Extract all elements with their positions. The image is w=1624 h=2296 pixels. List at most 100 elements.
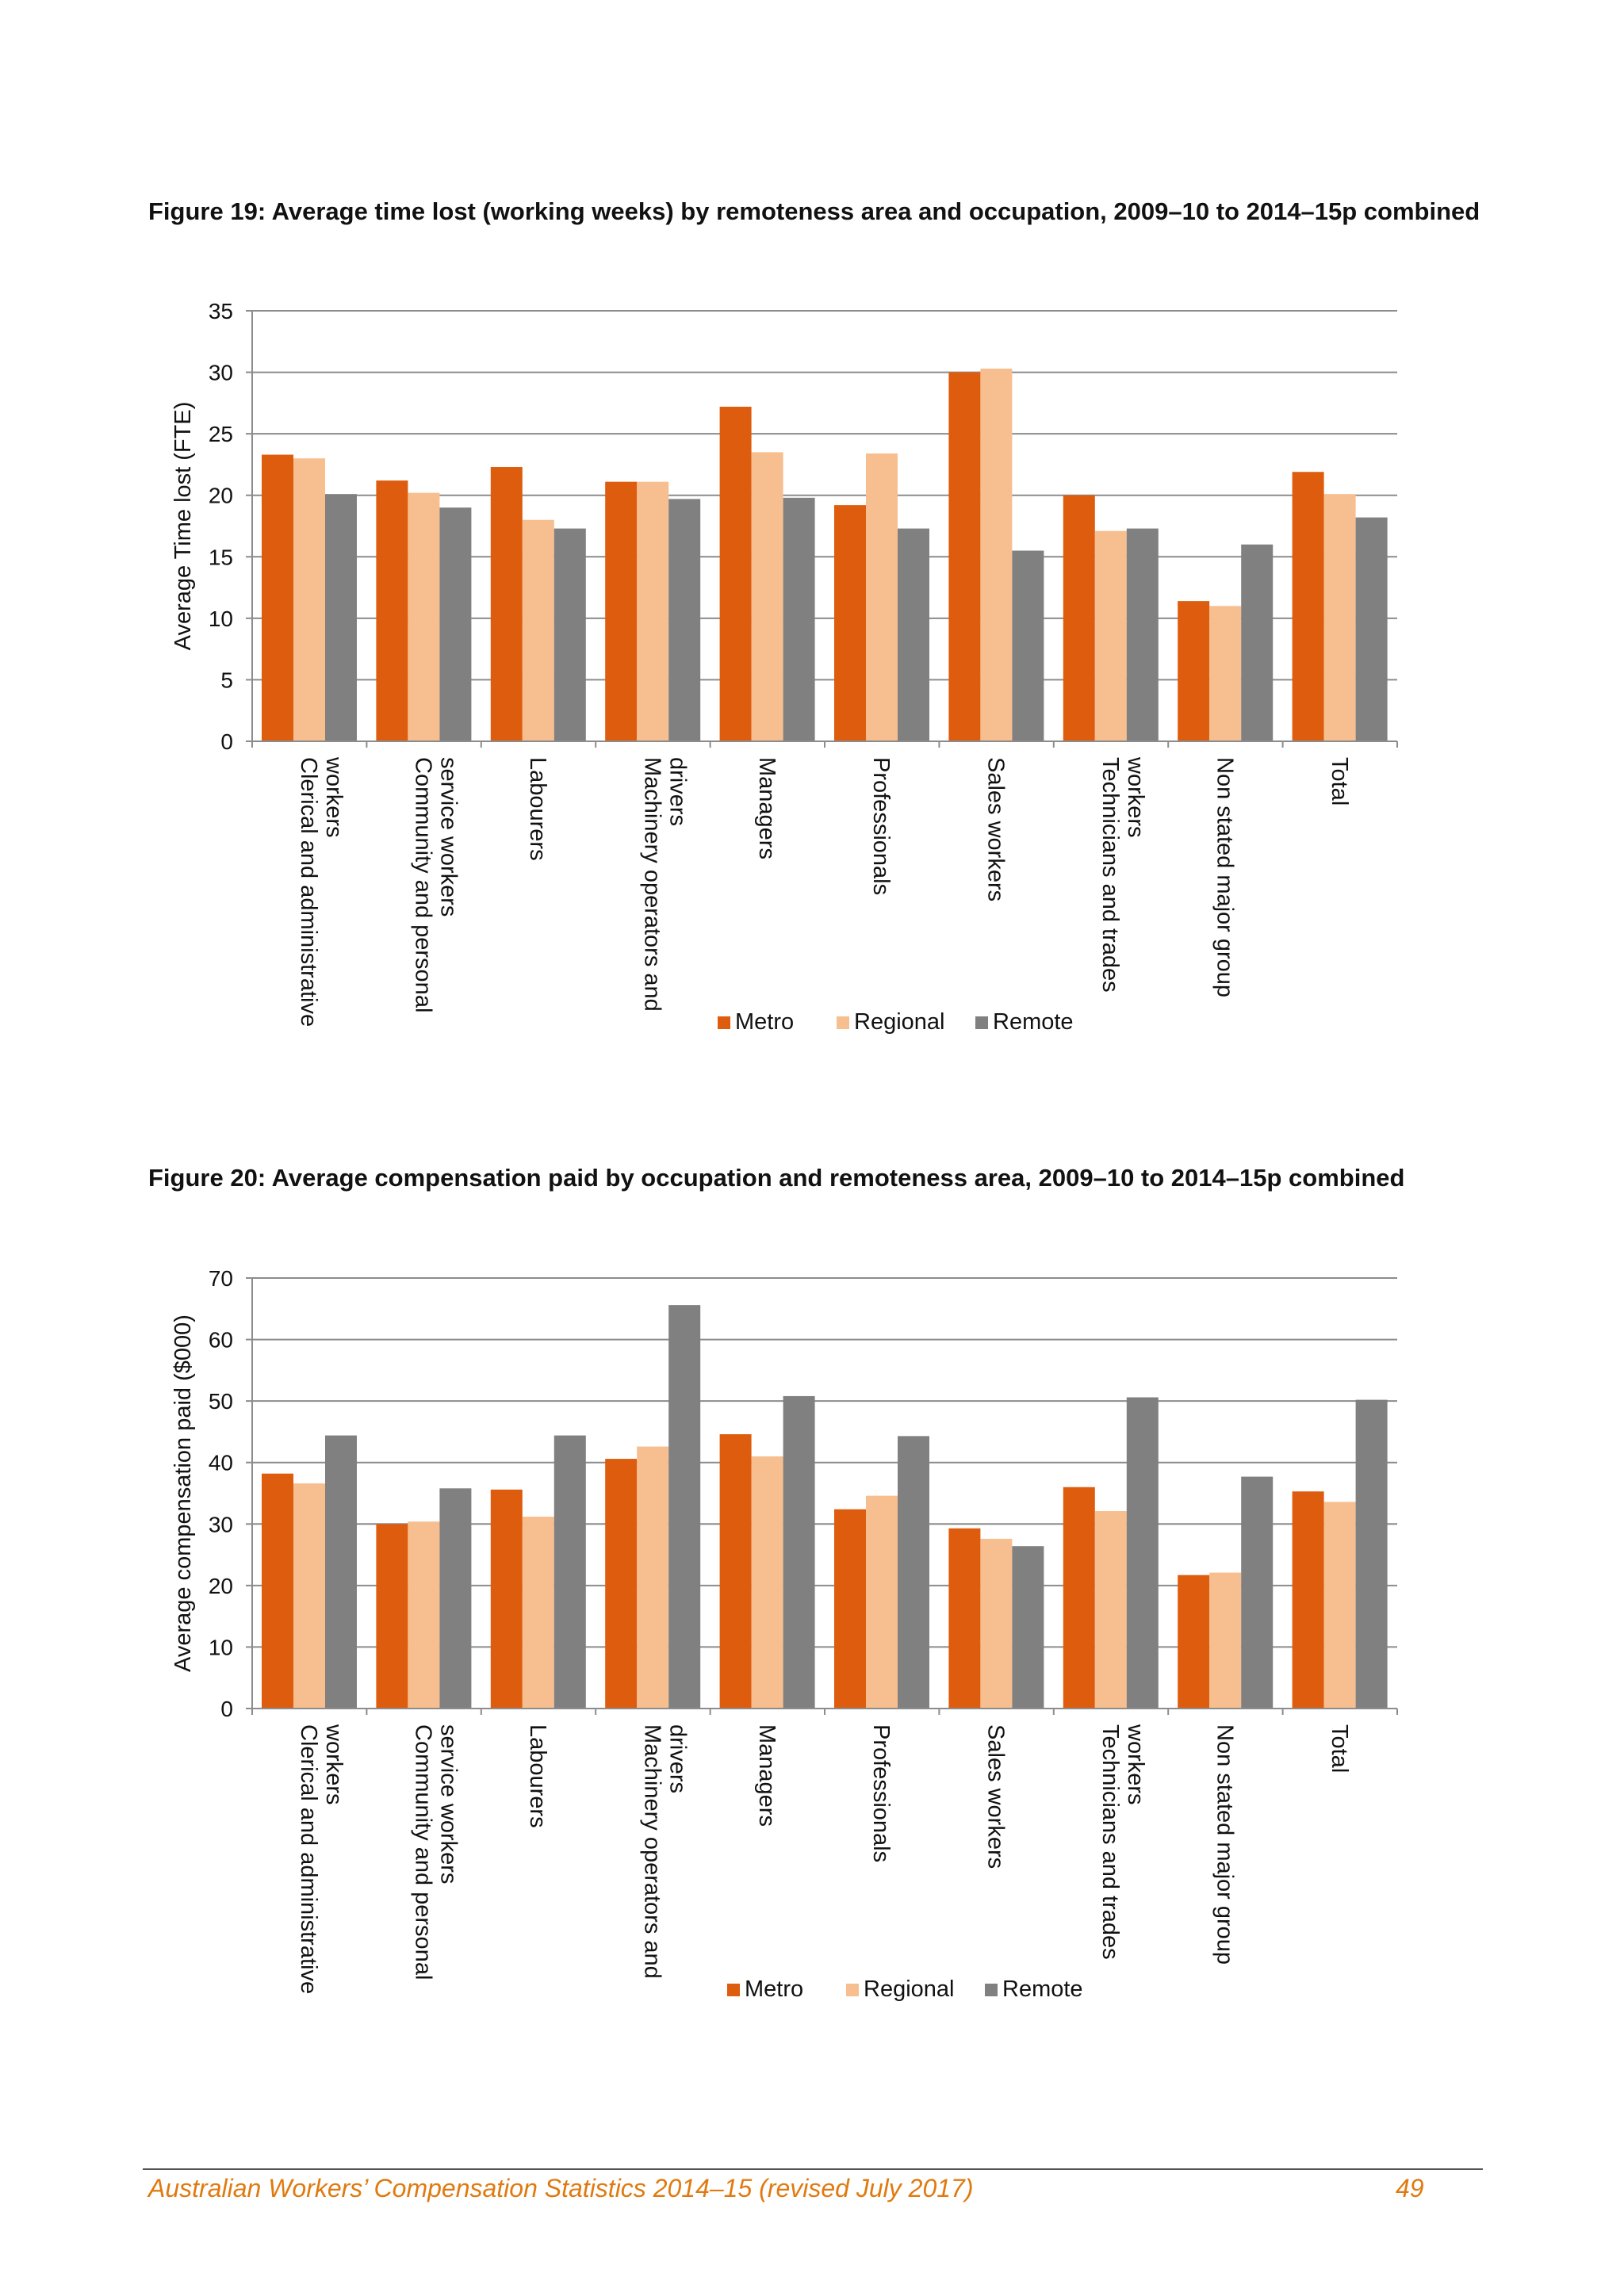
bar-metro-community-and-personal-service-workers — [376, 1524, 408, 1709]
bar-metro-labourers — [490, 1489, 523, 1709]
bar-regional-managers — [751, 1456, 783, 1709]
footer-page-number: 49 — [1396, 2174, 1424, 2202]
bar-regional-managers — [751, 452, 783, 741]
bar-regional-technicians-and-trades-workers — [1094, 1510, 1127, 1709]
category-label-labourers: Labourers — [525, 757, 550, 861]
legend-swatch-regional — [846, 1984, 859, 1996]
legend-swatch-remote — [975, 1016, 988, 1029]
legend: Metro Regional Remote — [727, 1976, 1083, 2002]
category-label-clerical-and-administrative-workers: Clerical and administrativeworkers — [296, 1724, 347, 1994]
bar-metro-machinery-operators-and-drivers — [605, 1459, 638, 1709]
bar-regional-sales-workers — [980, 1538, 1013, 1709]
legend-label-regional: Regional — [854, 1009, 944, 1035]
bar-remote-technicians-and-trades-workers — [1126, 528, 1159, 741]
y-tick-label: 10 — [209, 1635, 233, 1659]
bar-remote-total — [1355, 1399, 1388, 1709]
bar-regional-labourers — [522, 1516, 554, 1709]
figure-19-title: Figure 19: Average time lost (working we… — [148, 197, 1480, 225]
category-label-machinery-operators-and-drivers: Machinery operators anddrivers — [639, 1724, 690, 1979]
category-label-sales-workers: Sales workers — [983, 757, 1009, 901]
y-tick-label: 60 — [209, 1328, 233, 1353]
bar-regional-technicians-and-trades-workers — [1094, 530, 1127, 741]
category-label-professionals: Professionals — [868, 757, 894, 895]
bar-metro-professionals — [834, 1509, 866, 1709]
category-label-managers: Managers — [754, 1724, 779, 1827]
category-label-total: Total — [1327, 1724, 1352, 1773]
legend-swatch-metro — [727, 1984, 740, 1996]
y-tick-label: 40 — [209, 1451, 233, 1475]
bar-regional-clerical-and-administrative-workers — [293, 458, 325, 741]
category-label-technicians-and-trades-workers: Technicians and tradesworkers — [1097, 756, 1148, 993]
bars — [262, 1305, 1388, 1709]
legend-swatch-regional — [837, 1016, 849, 1029]
footer-publication-title: Australian Workers’ Compensation Statist… — [148, 2174, 974, 2202]
y-tick-label: 30 — [209, 1512, 233, 1536]
category-label-clerical-and-administrative-workers: Clerical and administrativeworkers — [296, 756, 347, 1027]
category-label-community-and-personal-service-workers: Community and personalservice workers — [411, 757, 462, 1012]
legend-swatch-metro — [718, 1016, 730, 1029]
y-axis-label: Average Time lost (FTE) — [170, 402, 196, 651]
bar-regional-total — [1323, 494, 1356, 741]
bar-remote-community-and-personal-service-workers — [439, 1488, 472, 1709]
bar-regional-total — [1323, 1502, 1356, 1709]
y-tick-label: 10 — [209, 607, 233, 631]
category-label-machinery-operators-and-drivers: Machinery operators anddrivers — [639, 757, 690, 1012]
figure-20-title: Figure 20: Average compensation paid by … — [148, 1164, 1405, 1192]
bar-metro-sales-workers — [948, 372, 981, 741]
bar-remote-machinery-operators-and-drivers — [668, 499, 701, 741]
bar-remote-non-stated-major-group — [1241, 544, 1274, 741]
bar-regional-machinery-operators-and-drivers — [637, 481, 669, 741]
legend-swatch-remote — [985, 1984, 998, 1996]
category-label-professionals: Professionals — [868, 1724, 894, 1862]
figure-20-chart: 0 10 20 30 40 50 60 70 Average compensation paid… — [170, 1266, 1398, 2002]
bar-remote-professionals — [898, 528, 929, 741]
y-tick-label: 0 — [220, 729, 233, 754]
category-label-non-stated-major-group: Non stated major group — [1212, 757, 1237, 997]
bar-regional-community-and-personal-service-workers — [408, 492, 440, 741]
bar-remote-non-stated-major-group — [1241, 1476, 1274, 1709]
bar-metro-labourers — [490, 467, 523, 741]
bar-remote-clerical-and-administrative-workers — [325, 1435, 357, 1709]
bar-metro-managers — [719, 1434, 752, 1709]
y-tick-label: 35 — [209, 299, 233, 323]
y-tick-label: 25 — [209, 422, 233, 446]
bar-remote-labourers — [553, 528, 586, 741]
bar-metro-community-and-personal-service-workers — [376, 480, 408, 741]
y-tick-label: 20 — [209, 1574, 233, 1598]
bar-remote-managers — [783, 1395, 815, 1709]
bars — [262, 368, 1388, 741]
category-label-managers: Managers — [754, 757, 779, 859]
category-label-sales-workers: Sales workers — [983, 1724, 1009, 1869]
bar-remote-clerical-and-administrative-workers — [325, 494, 357, 741]
bar-remote-community-and-personal-service-workers — [439, 507, 472, 741]
legend: Metro Regional Remote — [718, 1009, 1074, 1035]
y-tick-label: 70 — [209, 1266, 233, 1291]
bar-regional-non-stated-major-group — [1209, 1572, 1242, 1709]
bar-regional-community-and-personal-service-workers — [408, 1521, 440, 1709]
footer-divider — [143, 2168, 1483, 2170]
y-axis-label: Average compensation paid ($000) — [170, 1314, 196, 1672]
bar-metro-professionals — [834, 505, 866, 741]
legend-label-remote: Remote — [1002, 1976, 1083, 2002]
y-tick-label: 50 — [209, 1389, 233, 1414]
bar-metro-non-stated-major-group — [1178, 1575, 1210, 1709]
bar-remote-total — [1355, 517, 1388, 741]
bar-metro-non-stated-major-group — [1178, 601, 1210, 741]
bar-regional-professionals — [866, 1495, 898, 1709]
y-tick-label: 5 — [220, 668, 233, 692]
legend-label-regional: Regional — [864, 1976, 954, 2002]
bar-remote-labourers — [553, 1435, 586, 1709]
bar-metro-technicians-and-trades-workers — [1063, 495, 1095, 741]
y-tick-label: 20 — [209, 484, 233, 508]
legend-label-metro: Metro — [745, 1976, 803, 2002]
bar-regional-sales-workers — [980, 368, 1013, 741]
category-label-labourers: Labourers — [525, 1724, 550, 1828]
category-label-total: Total — [1327, 757, 1352, 806]
bar-metro-machinery-operators-and-drivers — [605, 481, 638, 741]
bar-regional-non-stated-major-group — [1209, 606, 1242, 741]
bar-metro-total — [1292, 1491, 1324, 1709]
bar-regional-clerical-and-administrative-workers — [293, 1483, 325, 1709]
bar-remote-professionals — [898, 1436, 929, 1709]
y-tick-label: 15 — [209, 545, 233, 569]
bar-metro-managers — [719, 407, 752, 741]
